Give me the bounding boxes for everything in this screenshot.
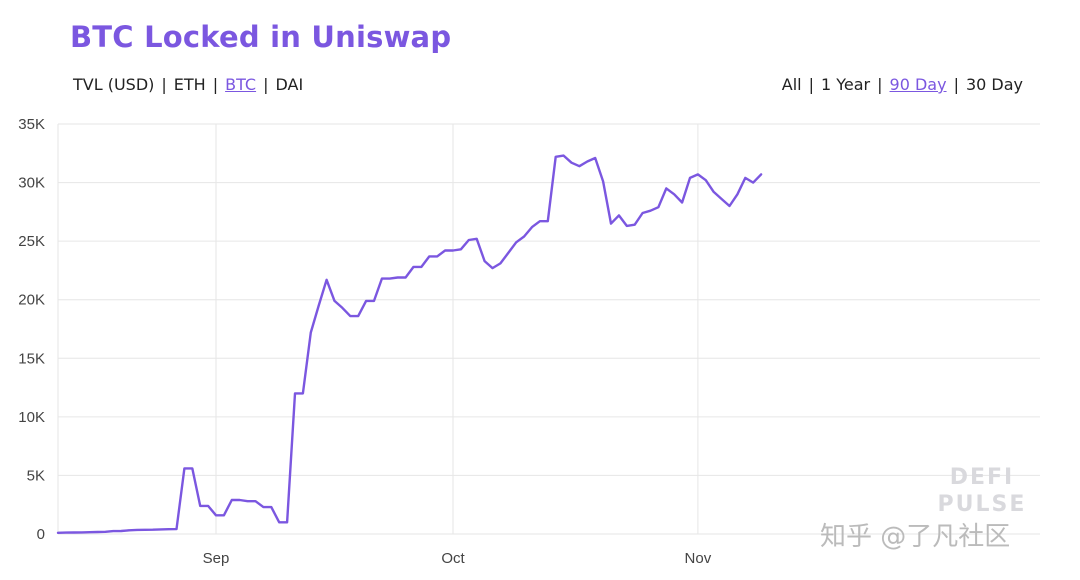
grid xyxy=(57,123,1040,535)
y-tick-label: 15K xyxy=(18,350,45,367)
range-option-all[interactable]: All xyxy=(781,75,802,94)
range-option-90-day[interactable]: 90 Day xyxy=(889,75,947,94)
separator: | xyxy=(953,75,959,94)
x-tick-label: Sep xyxy=(203,550,230,567)
y-tick-label: 10K xyxy=(18,409,45,426)
unit-option-btc[interactable]: BTC xyxy=(225,75,257,94)
separator: | xyxy=(212,75,219,94)
y-tick-label: 30K xyxy=(18,175,45,192)
separator: | xyxy=(263,75,269,94)
unit-option-dai[interactable]: DAI xyxy=(275,75,304,94)
watermark-line: PULSE xyxy=(937,492,1027,517)
chart-title: BTC Locked in Uniswap xyxy=(70,20,452,54)
y-tick-label: 25K xyxy=(18,233,45,250)
y-tick-label: 0 xyxy=(37,526,45,543)
series-line xyxy=(56,154,763,534)
unit-option-eth[interactable]: ETH xyxy=(173,75,206,94)
x-tick-label: Oct xyxy=(441,550,465,567)
y-tick-label: 35K xyxy=(18,116,45,133)
defi-pulse-watermark: DEFI PULSE xyxy=(932,464,1032,518)
separator: | xyxy=(161,75,167,94)
separator: | xyxy=(808,75,814,94)
series xyxy=(56,154,763,534)
watermark-line: DEFI xyxy=(949,465,1015,490)
range-selector: All | 1 Year | 90 Day | 30 Day xyxy=(782,75,1023,94)
separator: | xyxy=(877,75,883,94)
range-option-30-day[interactable]: 30 Day xyxy=(965,75,1023,94)
x-tick-label: Nov xyxy=(685,550,712,567)
unit-selector: TVL (USD) | ETH | BTC | DAI xyxy=(73,75,303,94)
y-tick-label: 5K xyxy=(27,467,45,484)
range-option-1-year[interactable]: 1 Year xyxy=(820,75,871,94)
axis-ticks: 0 5K 10K 15K 20K 25K 30K 35K Sep Oct Nov xyxy=(18,116,711,567)
unit-option-tvl-usd[interactable]: TVL (USD) xyxy=(73,75,155,94)
zhihu-watermark: 知乎 @了凡社区 xyxy=(820,522,1011,552)
y-tick-label: 20K xyxy=(18,292,45,309)
